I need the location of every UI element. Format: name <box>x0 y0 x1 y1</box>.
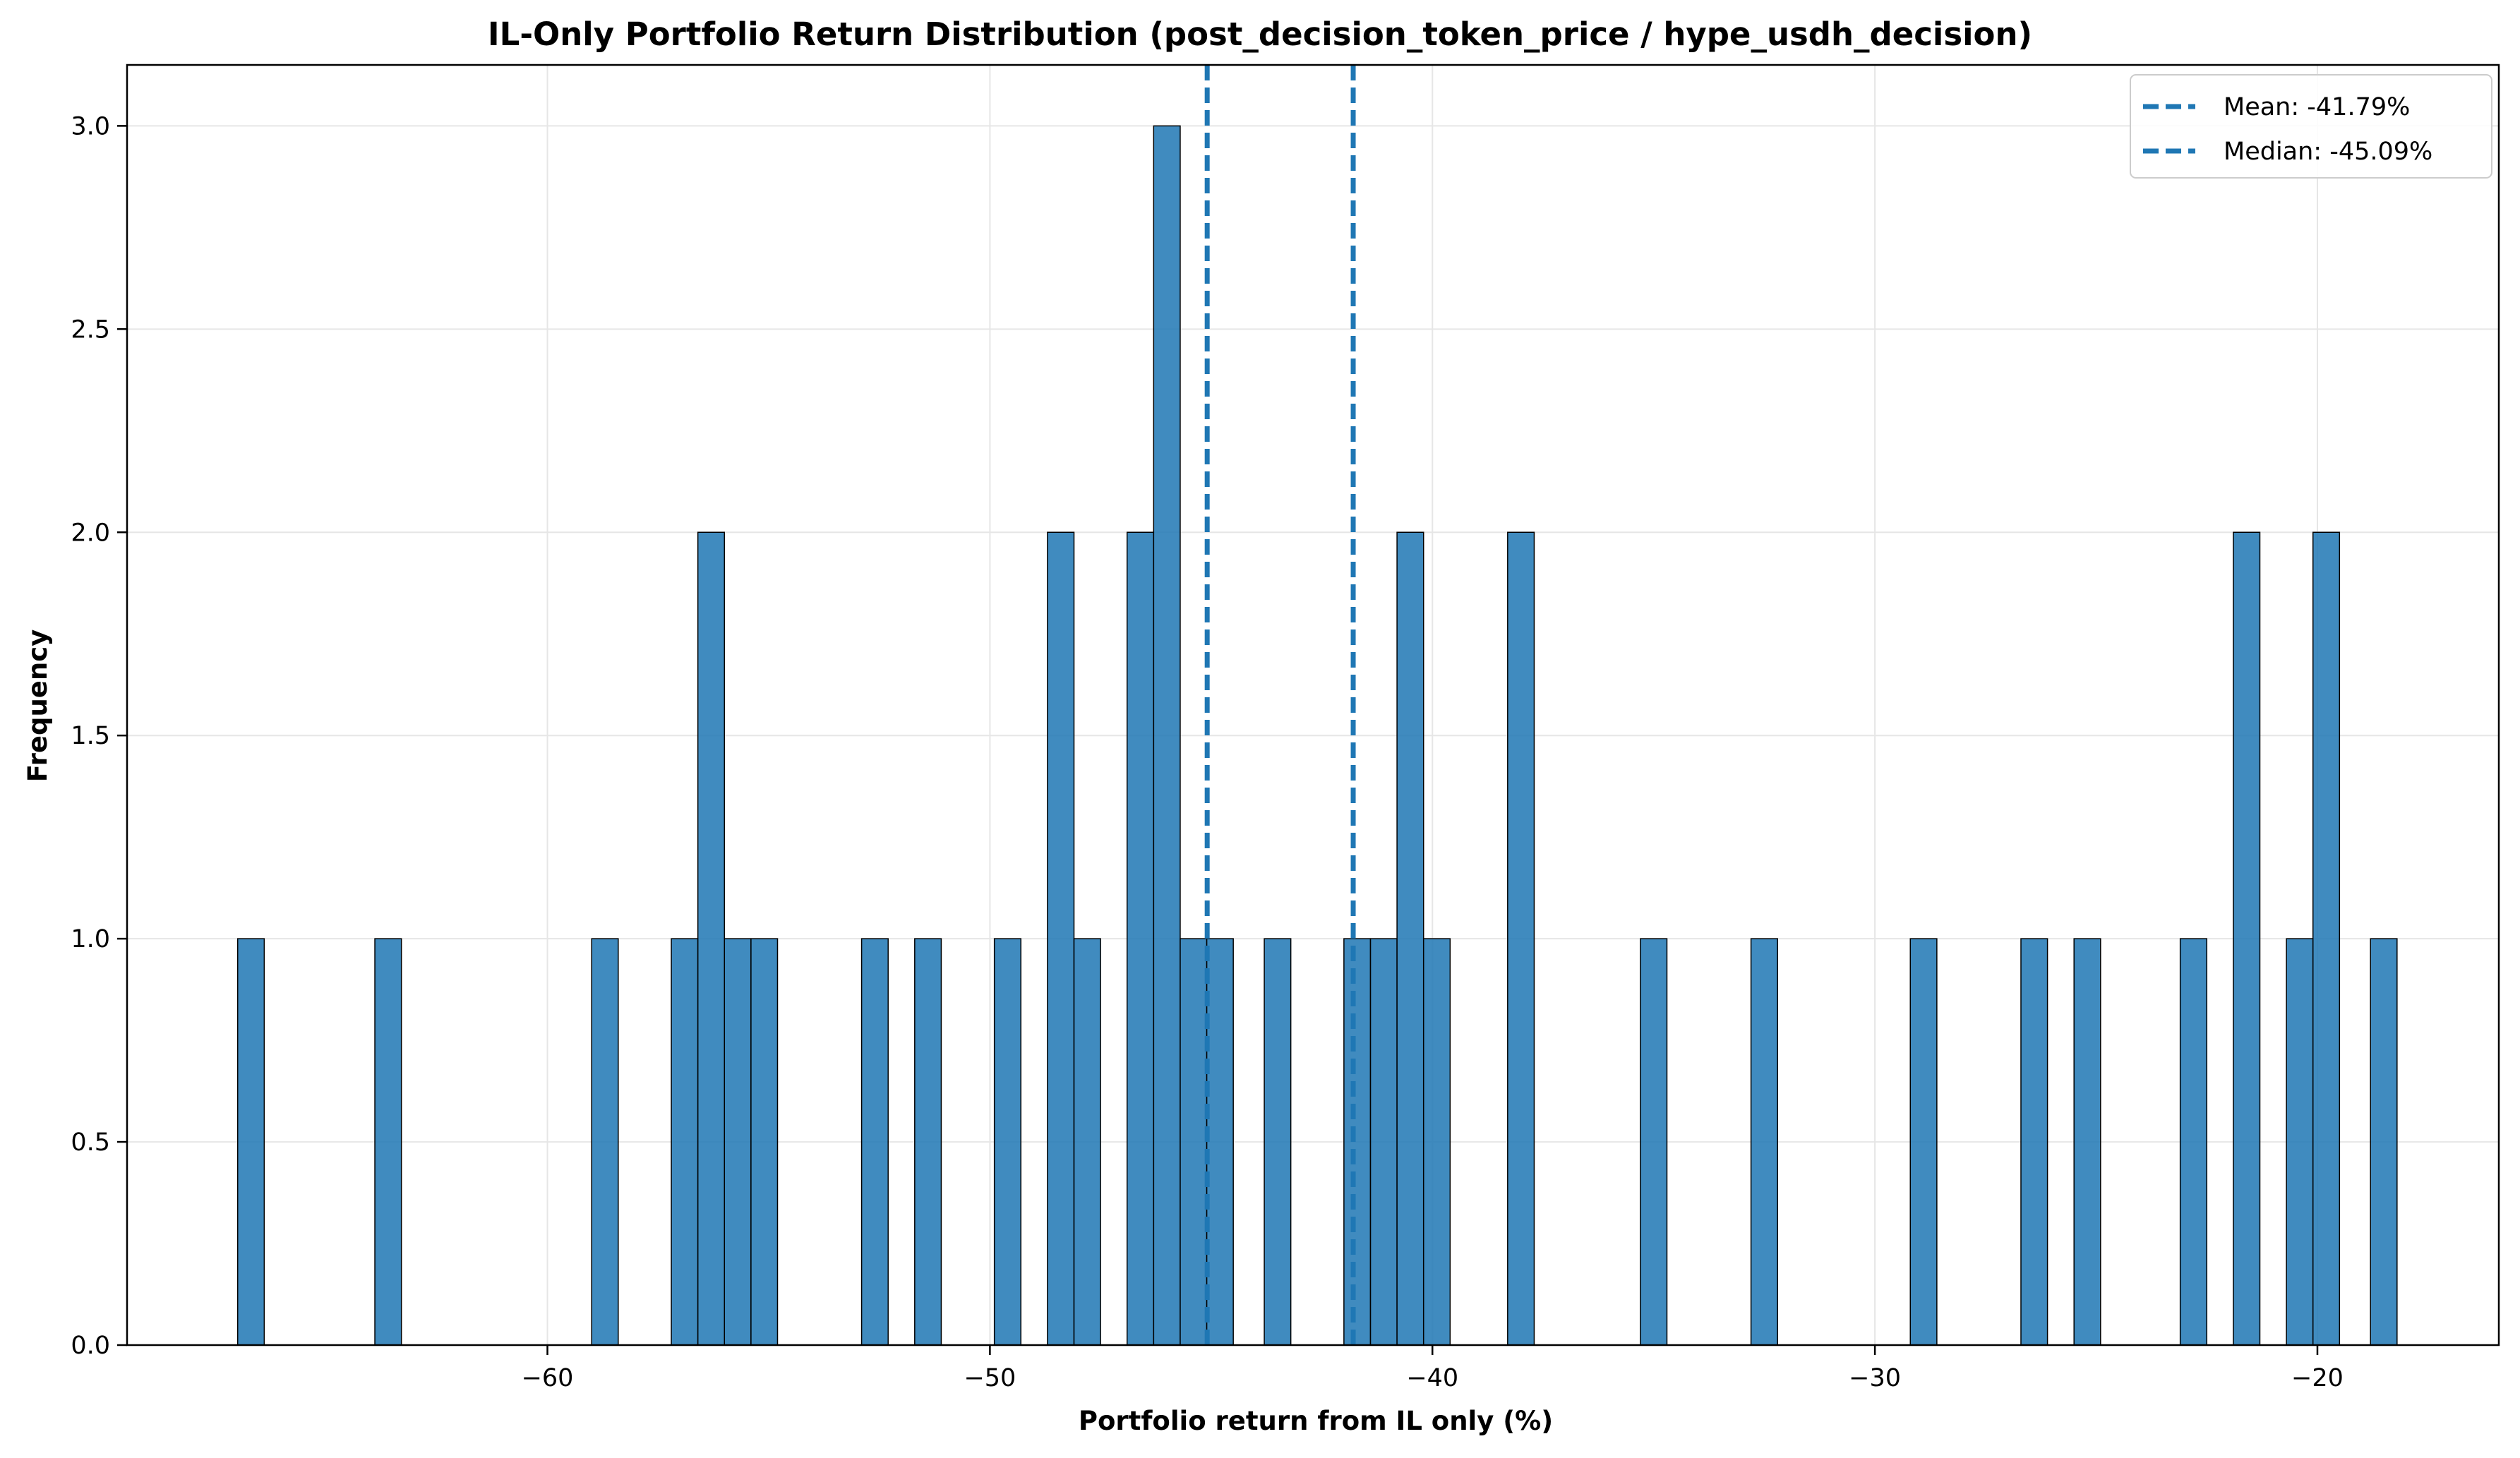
histogram-bar-3 <box>671 938 699 1346</box>
y-tick-label-3: 1.5 <box>71 722 110 750</box>
histogram-bar-4 <box>697 531 726 1346</box>
histogram-bar-5 <box>724 938 752 1346</box>
histogram-bar-11 <box>1073 938 1101 1346</box>
histogram-bar-12 <box>1126 531 1155 1346</box>
histogram-bar-21 <box>1507 531 1535 1346</box>
histogram-bar-29 <box>2286 938 2314 1346</box>
legend-mean-label: Mean: -41.79% <box>2224 93 2410 121</box>
legend: Mean: -41.79% Median: -45.09% <box>2130 74 2492 179</box>
histogram-bar-13 <box>1153 125 1181 1346</box>
x-axis-label: Portfolio return from IL only (%) <box>1079 1406 1553 1436</box>
y-axis-ticks: 0.0 0.5 1.0 1.5 2.0 2.5 3.0 <box>71 112 127 1360</box>
histogram-bar-16 <box>1264 938 1292 1346</box>
histogram-bar-2 <box>591 938 619 1346</box>
histogram-bar-28 <box>2233 531 2261 1346</box>
histogram-bar-23 <box>1750 938 1778 1346</box>
x-tick-label-0: −60 <box>522 1364 574 1392</box>
chart-title: IL-Only Portfolio Return Distribution (p… <box>488 16 2032 53</box>
grid-lines <box>127 65 2499 1346</box>
histogram-bar-8 <box>914 938 942 1346</box>
legend-box <box>2130 74 2492 179</box>
histogram-bar-17 <box>1343 938 1372 1346</box>
histogram-bar-19 <box>1396 531 1424 1346</box>
histogram-bar-25 <box>2020 938 2048 1346</box>
reference-lines <box>1204 65 1356 1345</box>
histogram-bars <box>236 125 2398 1346</box>
histogram-bar-27 <box>2179 938 2208 1346</box>
histogram-bar-26 <box>2073 938 2101 1346</box>
y-tick-label-6: 3.0 <box>71 112 110 140</box>
legend-median-label: Median: -45.09% <box>2224 138 2432 166</box>
histogram-bar-22 <box>1640 938 1668 1346</box>
histogram-bar-10 <box>1047 531 1075 1346</box>
x-tick-label-1: −50 <box>964 1364 1016 1392</box>
histogram-bar-31 <box>2370 938 2398 1346</box>
histogram-bar-15 <box>1206 938 1234 1346</box>
histogram-bar-24 <box>1909 938 1938 1346</box>
histogram-bar-14 <box>1180 938 1208 1346</box>
y-tick-label-4: 2.0 <box>71 519 110 547</box>
histogram-bar-20 <box>1422 938 1451 1346</box>
y-tick-label-0: 0.0 <box>71 1332 110 1360</box>
y-tick-label-5: 2.5 <box>71 315 110 344</box>
x-axis-ticks: −60 −50 −40 −30 −20 <box>522 1345 2344 1392</box>
x-tick-label-2: −40 <box>1406 1364 1458 1392</box>
histogram-bar-0 <box>236 938 265 1346</box>
y-tick-label-2: 1.0 <box>71 925 110 953</box>
y-tick-label-1: 0.5 <box>71 1128 110 1157</box>
histogram-bar-6 <box>750 938 779 1346</box>
plot-area-frame <box>126 64 2500 1346</box>
histogram-bar-1 <box>374 938 402 1346</box>
histogram-bar-18 <box>1369 938 1398 1346</box>
y-axis-label: Frequency <box>23 629 53 783</box>
histogram-bar-9 <box>993 938 1022 1346</box>
x-tick-label-4: −20 <box>2291 1364 2344 1392</box>
x-tick-label-3: −30 <box>1849 1364 1901 1392</box>
histogram-bar-7 <box>860 938 889 1346</box>
histogram-bar-30 <box>2312 531 2341 1346</box>
